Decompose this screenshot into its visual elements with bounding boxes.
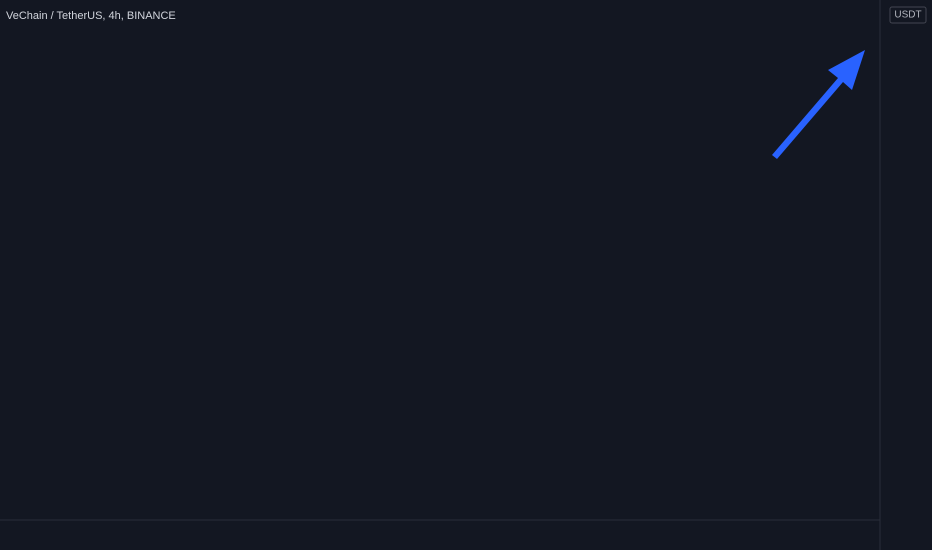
chart-title: VeChain / TetherUS, 4h, BINANCE [6, 10, 176, 22]
currency: USDT [894, 10, 921, 21]
arrow [772, 50, 865, 159]
currency-box [889, 6, 927, 24]
